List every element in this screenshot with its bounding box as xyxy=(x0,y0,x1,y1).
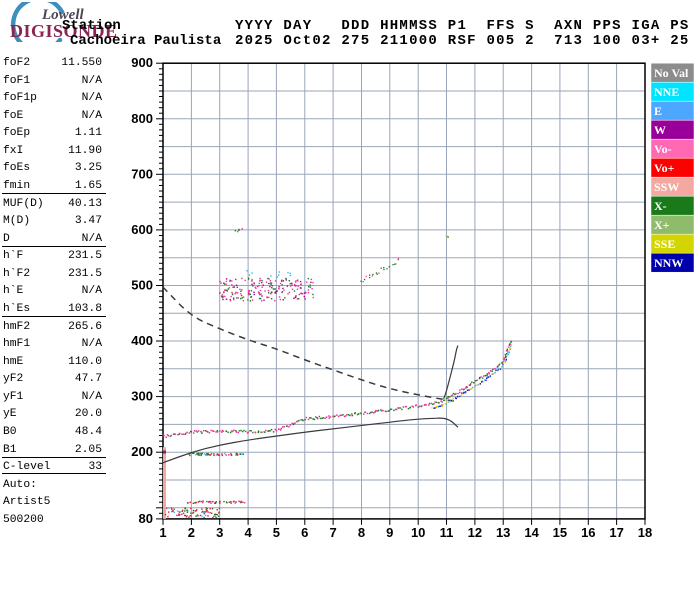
svg-text:9: 9 xyxy=(386,525,393,540)
svg-text:13: 13 xyxy=(496,525,510,540)
svg-text:18: 18 xyxy=(638,525,652,540)
svg-text:1: 1 xyxy=(159,525,166,540)
svg-text:E: E xyxy=(654,104,662,118)
svg-text:SSW: SSW xyxy=(654,180,679,194)
svg-text:2: 2 xyxy=(188,525,195,540)
svg-text:Vo+: Vo+ xyxy=(654,161,675,175)
svg-text:5: 5 xyxy=(273,525,280,540)
svg-text:15: 15 xyxy=(553,525,567,540)
svg-text:14: 14 xyxy=(524,525,539,540)
svg-text:300: 300 xyxy=(131,389,153,404)
svg-text:11: 11 xyxy=(440,525,454,540)
svg-text:8: 8 xyxy=(358,525,365,540)
svg-text:X-: X- xyxy=(654,199,667,213)
svg-text:500: 500 xyxy=(131,278,153,293)
svg-text:17: 17 xyxy=(609,525,623,540)
svg-text:900: 900 xyxy=(131,55,153,70)
svg-text:10: 10 xyxy=(411,525,425,540)
svg-text:SSE: SSE xyxy=(654,237,675,251)
svg-text:800: 800 xyxy=(131,111,153,126)
svg-text:7: 7 xyxy=(329,525,336,540)
svg-text:3: 3 xyxy=(216,525,223,540)
svg-text:400: 400 xyxy=(131,333,153,348)
svg-text:4: 4 xyxy=(244,525,252,540)
svg-text:NNE: NNE xyxy=(654,85,679,99)
svg-text:6: 6 xyxy=(301,525,308,540)
svg-text:700: 700 xyxy=(131,166,153,181)
svg-text:16: 16 xyxy=(581,525,595,540)
svg-text:80: 80 xyxy=(139,511,153,526)
svg-text:600: 600 xyxy=(131,222,153,237)
svg-text:NNW: NNW xyxy=(654,256,683,270)
svg-text:200: 200 xyxy=(131,444,153,459)
svg-text:12: 12 xyxy=(468,525,482,540)
svg-text:No Val: No Val xyxy=(654,66,689,80)
svg-text:X+: X+ xyxy=(654,218,670,232)
svg-text:Vo-: Vo- xyxy=(654,142,672,156)
svg-text:W: W xyxy=(654,123,666,137)
